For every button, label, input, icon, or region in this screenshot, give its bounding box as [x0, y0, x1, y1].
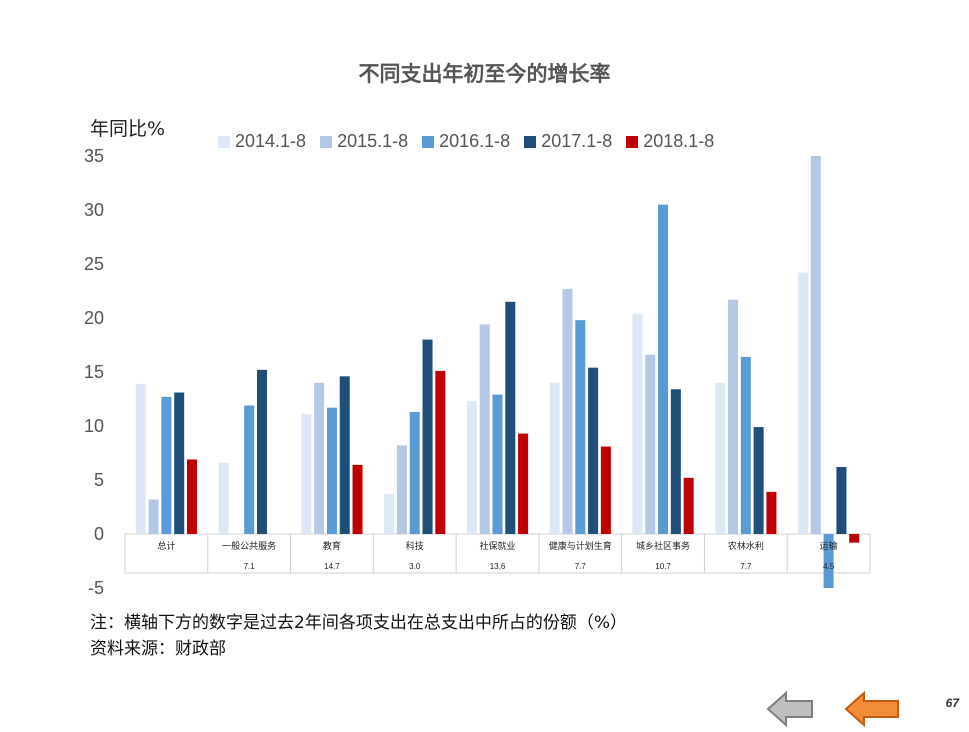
y-tick-label: 30	[84, 200, 104, 220]
bar	[562, 288, 573, 534]
bar	[670, 389, 681, 534]
bar	[422, 339, 433, 534]
x-tick-label: 社保就业	[479, 540, 515, 552]
legend-item: 2018.1-8	[626, 131, 714, 152]
share-label: 7.7	[575, 562, 587, 571]
share-label: 10.7	[655, 562, 671, 571]
y-tick-label: 10	[84, 416, 104, 436]
bar	[326, 407, 337, 534]
bar	[798, 272, 809, 534]
y-tick-label: 5	[94, 470, 104, 490]
y-tick-label: 35	[84, 146, 104, 166]
bar	[135, 383, 146, 534]
bar	[174, 392, 185, 534]
bar	[218, 462, 229, 534]
bar	[435, 370, 446, 534]
bar	[479, 324, 490, 534]
bar	[658, 204, 669, 534]
legend-item: 2014.1-8	[218, 131, 306, 152]
next-page-button[interactable]	[844, 690, 900, 732]
y-tick-label: 15	[84, 362, 104, 382]
share-label: 7.7	[740, 562, 752, 571]
bar	[740, 356, 751, 534]
x-tick-label: 城乡社区事务	[636, 540, 690, 552]
legend-swatch	[422, 135, 435, 148]
legend-label: 2016.1-8	[439, 131, 511, 151]
legend-swatch	[626, 135, 639, 148]
x-tick-label: 科技	[406, 540, 424, 552]
bar	[575, 320, 586, 534]
bar	[715, 382, 726, 534]
bar	[466, 401, 477, 534]
bar	[352, 464, 363, 534]
bar	[753, 427, 764, 534]
chart-title: 不同支出年初至今的增长率	[358, 62, 611, 86]
bar	[186, 459, 197, 534]
bar	[823, 534, 834, 588]
bar	[301, 414, 312, 534]
bar	[384, 494, 395, 534]
legend-swatch	[320, 135, 333, 148]
bar	[632, 313, 643, 534]
y-tick-label: 0	[94, 524, 104, 544]
bar	[256, 369, 267, 534]
legend-item: 2016.1-8	[422, 131, 510, 152]
share-label: 4.5	[823, 562, 835, 571]
legend-item: 2015.1-8	[320, 131, 408, 152]
legend-swatch	[524, 135, 537, 148]
bar	[396, 445, 407, 534]
x-tick-label: 一般公共服务	[222, 540, 276, 552]
arrow-left-grey-icon	[766, 690, 813, 728]
bar	[588, 367, 599, 534]
legend-label: 2017.1-8	[541, 131, 613, 151]
x-tick-label: 农林水利	[728, 540, 764, 552]
bar	[849, 534, 860, 543]
chart-plot: -5 0 5 10 15 20 25 30 35 总计 一般公共服务 7.1 教育 14.7 科技 3.0 社保…	[84, 146, 871, 598]
x-tick-label: 健康与计划生育	[549, 540, 612, 552]
bar	[339, 376, 350, 534]
x-tick-label: 教育	[323, 540, 341, 552]
bar	[645, 354, 656, 534]
chart-legend: 2014.1-8 2015.1-8 2016.1-8 2017.1-8 2018…	[218, 131, 714, 152]
legend-swatch	[218, 135, 230, 148]
arrow-left-orange-icon	[844, 690, 899, 728]
legend-label: 2018.1-8	[643, 131, 715, 151]
bar	[148, 499, 159, 534]
bar	[244, 405, 255, 534]
bar	[836, 467, 847, 534]
bar	[409, 411, 420, 534]
source-note: 资料来源：财政部	[90, 639, 226, 659]
legend-label: 2014.1-8	[235, 131, 307, 151]
legend-label: 2015.1-8	[337, 131, 409, 151]
bar	[728, 299, 739, 534]
x-tick-label: 运输	[820, 540, 838, 552]
y-axis-label: 年同比%	[90, 118, 166, 140]
y-tick-label: 20	[84, 308, 104, 328]
share-label: 13.6	[490, 562, 506, 571]
bar	[549, 382, 560, 534]
prev-page-button[interactable]	[766, 690, 814, 732]
page-number: 67	[945, 696, 959, 710]
share-label: 3.0	[409, 562, 421, 571]
bar	[810, 156, 821, 534]
share-label: 7.1	[244, 562, 256, 571]
y-tick-label: -5	[88, 578, 104, 598]
bar	[600, 446, 611, 534]
bar	[505, 301, 516, 534]
bar	[492, 394, 503, 534]
legend-item: 2017.1-8	[524, 131, 612, 152]
bar	[518, 433, 529, 534]
bar	[766, 491, 777, 534]
bar	[683, 477, 694, 534]
x-tick-label: 总计	[157, 540, 175, 552]
bar	[314, 382, 325, 534]
footnote: 注：横轴下方的数字是过去2年间各项支出在总支出中所占的份额（%）	[90, 613, 627, 633]
chart-notes: 注：横轴下方的数字是过去2年间各项支出在总支出中所占的份额（%） 资料来源：财政…	[90, 610, 627, 662]
share-label: 14.7	[324, 562, 340, 571]
y-tick-label: 25	[84, 254, 104, 274]
bar	[161, 396, 172, 534]
